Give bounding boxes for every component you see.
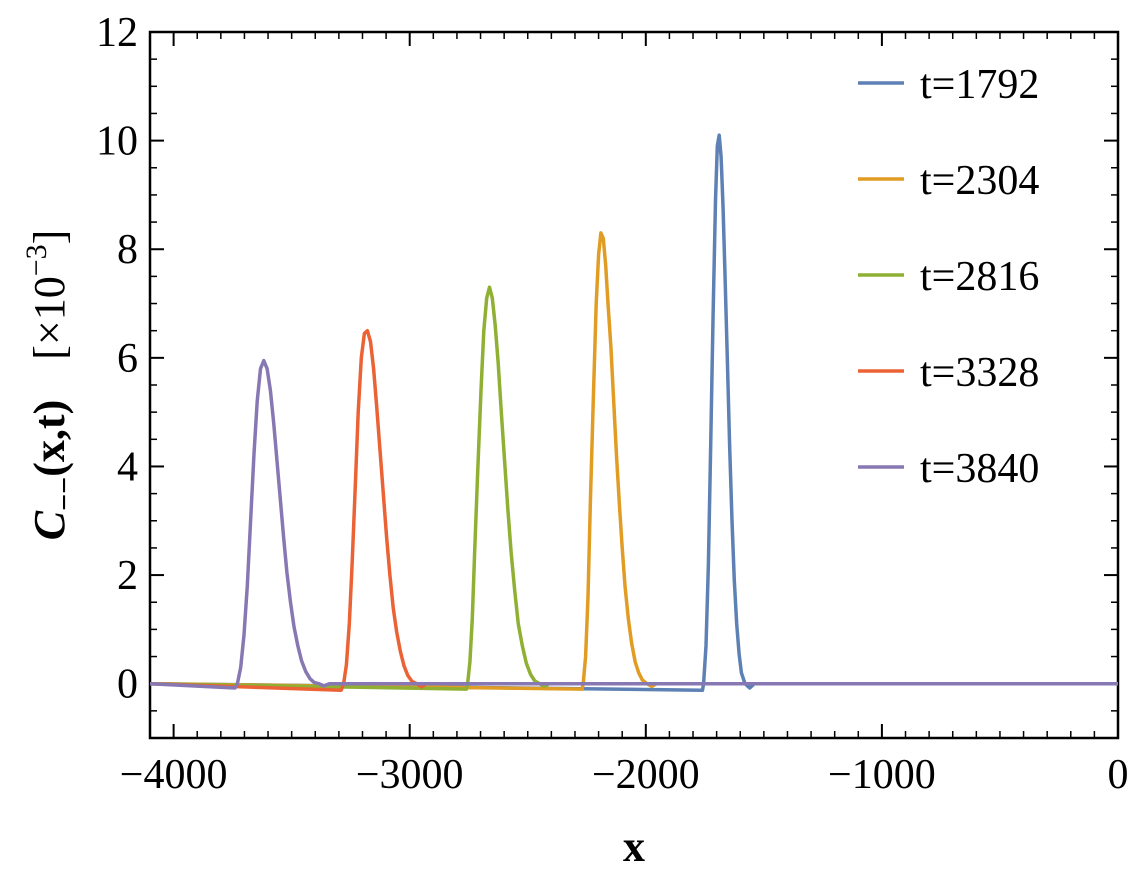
y-tick-label: 4 (117, 444, 138, 490)
x-tick-label: −1000 (828, 752, 936, 798)
legend-label: t=3328 (920, 350, 1039, 396)
series-line-t-2816 (149, 285, 1118, 691)
y-axis-scale: [×10 (25, 276, 74, 359)
svg-text:C−−(x,t)[×10−3]: C−−(x,t) [×10−3] (20, 230, 81, 541)
x-tick-label: 0 (1108, 752, 1129, 798)
x-tick-label: −3000 (356, 752, 464, 798)
series-line-t-1792 (149, 133, 1118, 692)
legend-label: t=2304 (920, 158, 1039, 204)
y-tick-label: 2 (117, 553, 138, 599)
y-axis-scale-close: ] (25, 230, 74, 245)
y-axis-scale-exp: −3 (20, 244, 53, 276)
series-layer (149, 133, 1118, 692)
y-tick-label: 10 (96, 119, 138, 165)
y-tick-label: 6 (117, 336, 138, 382)
y-tick-label: 12 (96, 10, 138, 56)
series-line-t-2304 (149, 231, 1118, 691)
y-tick-label: 8 (117, 227, 138, 273)
x-tick-label: −2000 (592, 752, 700, 798)
x-tick-label: −4000 (120, 752, 228, 798)
y-axis-title-sub: −− (48, 477, 81, 511)
axis-ticks (149, 31, 1119, 739)
y-axis-title-arg: (x,t) (25, 400, 74, 477)
series-line-t-3840 (149, 358, 1118, 690)
x-axis-title: x (623, 822, 645, 870)
y-tick-label: 0 (117, 662, 138, 708)
legend-label: t=1792 (920, 62, 1039, 108)
y-axis-title: C−−(x,t) [×10−3] (20, 230, 81, 541)
legend: t=1792 t=2304 t=2816 t=3328 t=3840 (858, 62, 1039, 492)
legend-label: t=2816 (920, 254, 1039, 300)
y-axis-title-main: C (25, 510, 74, 540)
tick-labels: −4000 −3000 −2000 −1000 0 0 2 4 6 8 10 12 (96, 10, 1129, 798)
legend-label: t=3840 (920, 446, 1039, 492)
